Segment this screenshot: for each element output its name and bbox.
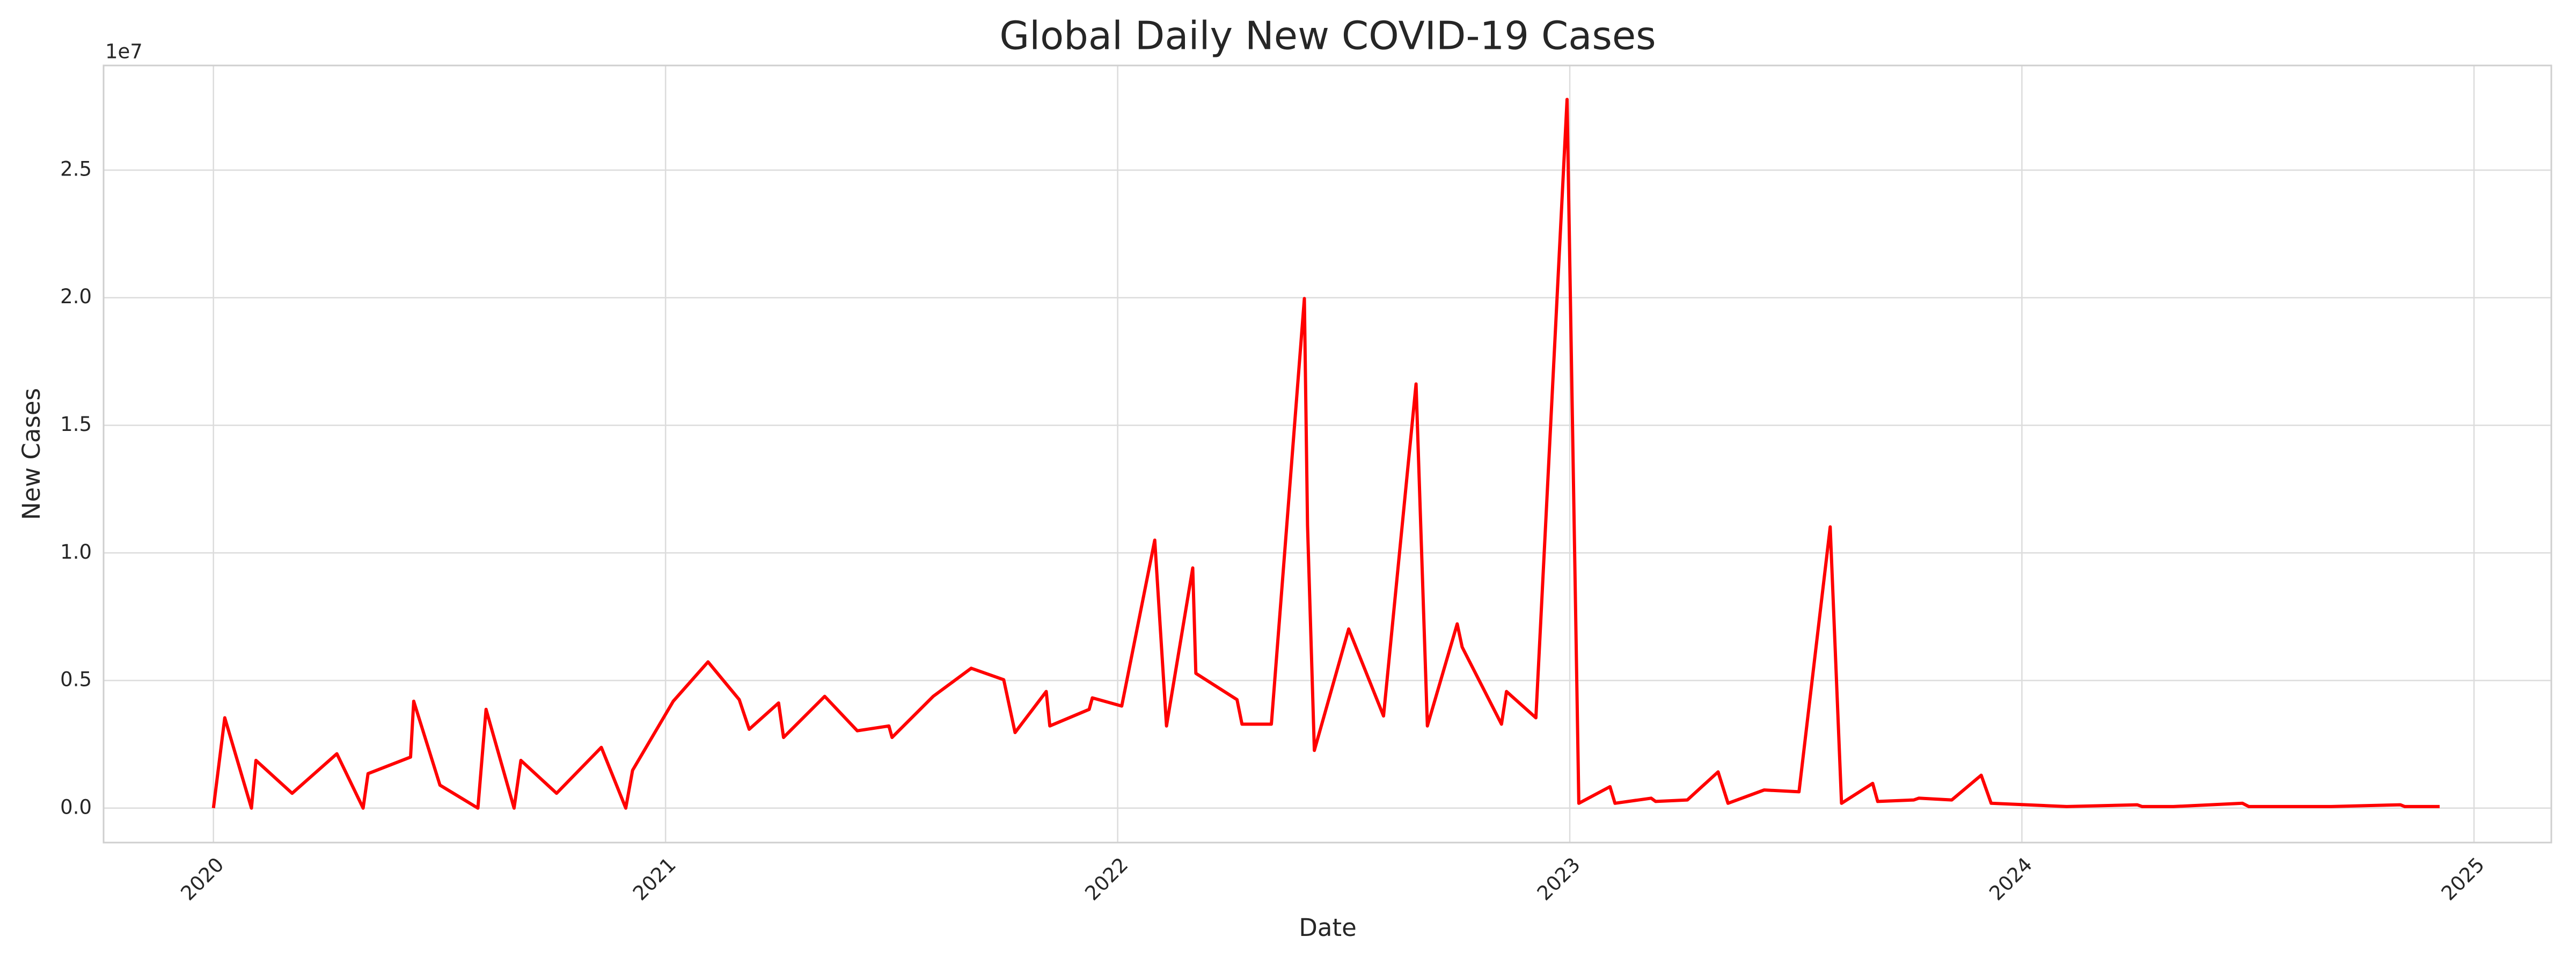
y-tick-label: 0.0 [60, 795, 92, 818]
y-tick-label: 1.5 [60, 413, 92, 436]
plot-frame [103, 64, 2552, 844]
y-axis-label: New Cases [17, 388, 46, 520]
y-tick-label: 2.0 [60, 285, 92, 308]
data-line [211, 98, 2440, 810]
y-tick-label: 0.5 [60, 668, 92, 691]
x-axis-label: Date [1299, 913, 1357, 942]
y-offset-label: 1e7 [105, 40, 143, 63]
chart-title: Global Daily New COVID-19 Cases [999, 13, 1656, 58]
y-tick-label: 2.5 [60, 157, 92, 180]
y-tick-label: 1.0 [60, 540, 92, 564]
